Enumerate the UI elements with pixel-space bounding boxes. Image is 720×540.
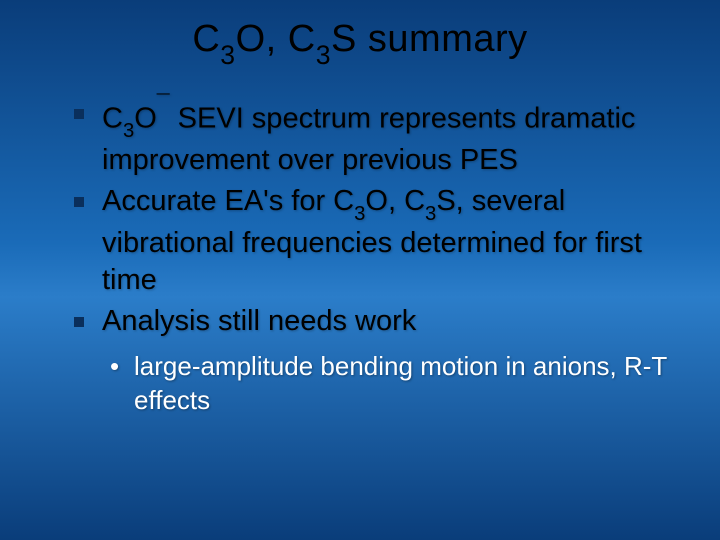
sub-bullet-list: large-amplitude bending motion in anions… (40, 350, 680, 418)
bullet-item: C3O¯ SEVI spectrum represents dramatic i… (74, 95, 680, 180)
text-sup: ¯ (157, 90, 170, 116)
title-sub-2: 3 (316, 40, 331, 70)
title-seg-1: C (192, 18, 220, 60)
bullet-list: C3O¯ SEVI spectrum represents dramatic i… (40, 95, 680, 341)
text-seg: C (102, 102, 123, 134)
bullet-item: Accurate EA's for C3O, C3S, several vibr… (74, 183, 680, 299)
text-sub: 3 (425, 203, 436, 225)
text-sub: 3 (123, 120, 134, 142)
sub-bullet-item: large-amplitude bending motion in anions… (110, 350, 680, 418)
text-seg: Analysis still needs work (102, 305, 416, 337)
title-seg-2: O, C (236, 18, 316, 60)
text-seg: SEVI spectrum represents dramatic improv… (102, 102, 635, 176)
title-sub-1: 3 (220, 40, 235, 70)
sub-bullet-text: large-amplitude bending motion in anions… (134, 351, 667, 415)
text-sub: 3 (354, 203, 365, 225)
text-seg: O, C (365, 185, 425, 217)
title-seg-3: S summary (331, 18, 528, 60)
text-seg: O (134, 102, 157, 134)
slide: C3O, C3S summary C3O¯ SEVI spectrum repr… (0, 0, 720, 540)
text-seg: Accurate EA's for C (102, 185, 354, 217)
bullet-item: Analysis still needs work (74, 303, 680, 340)
slide-title: C3O, C3S summary (40, 18, 680, 67)
